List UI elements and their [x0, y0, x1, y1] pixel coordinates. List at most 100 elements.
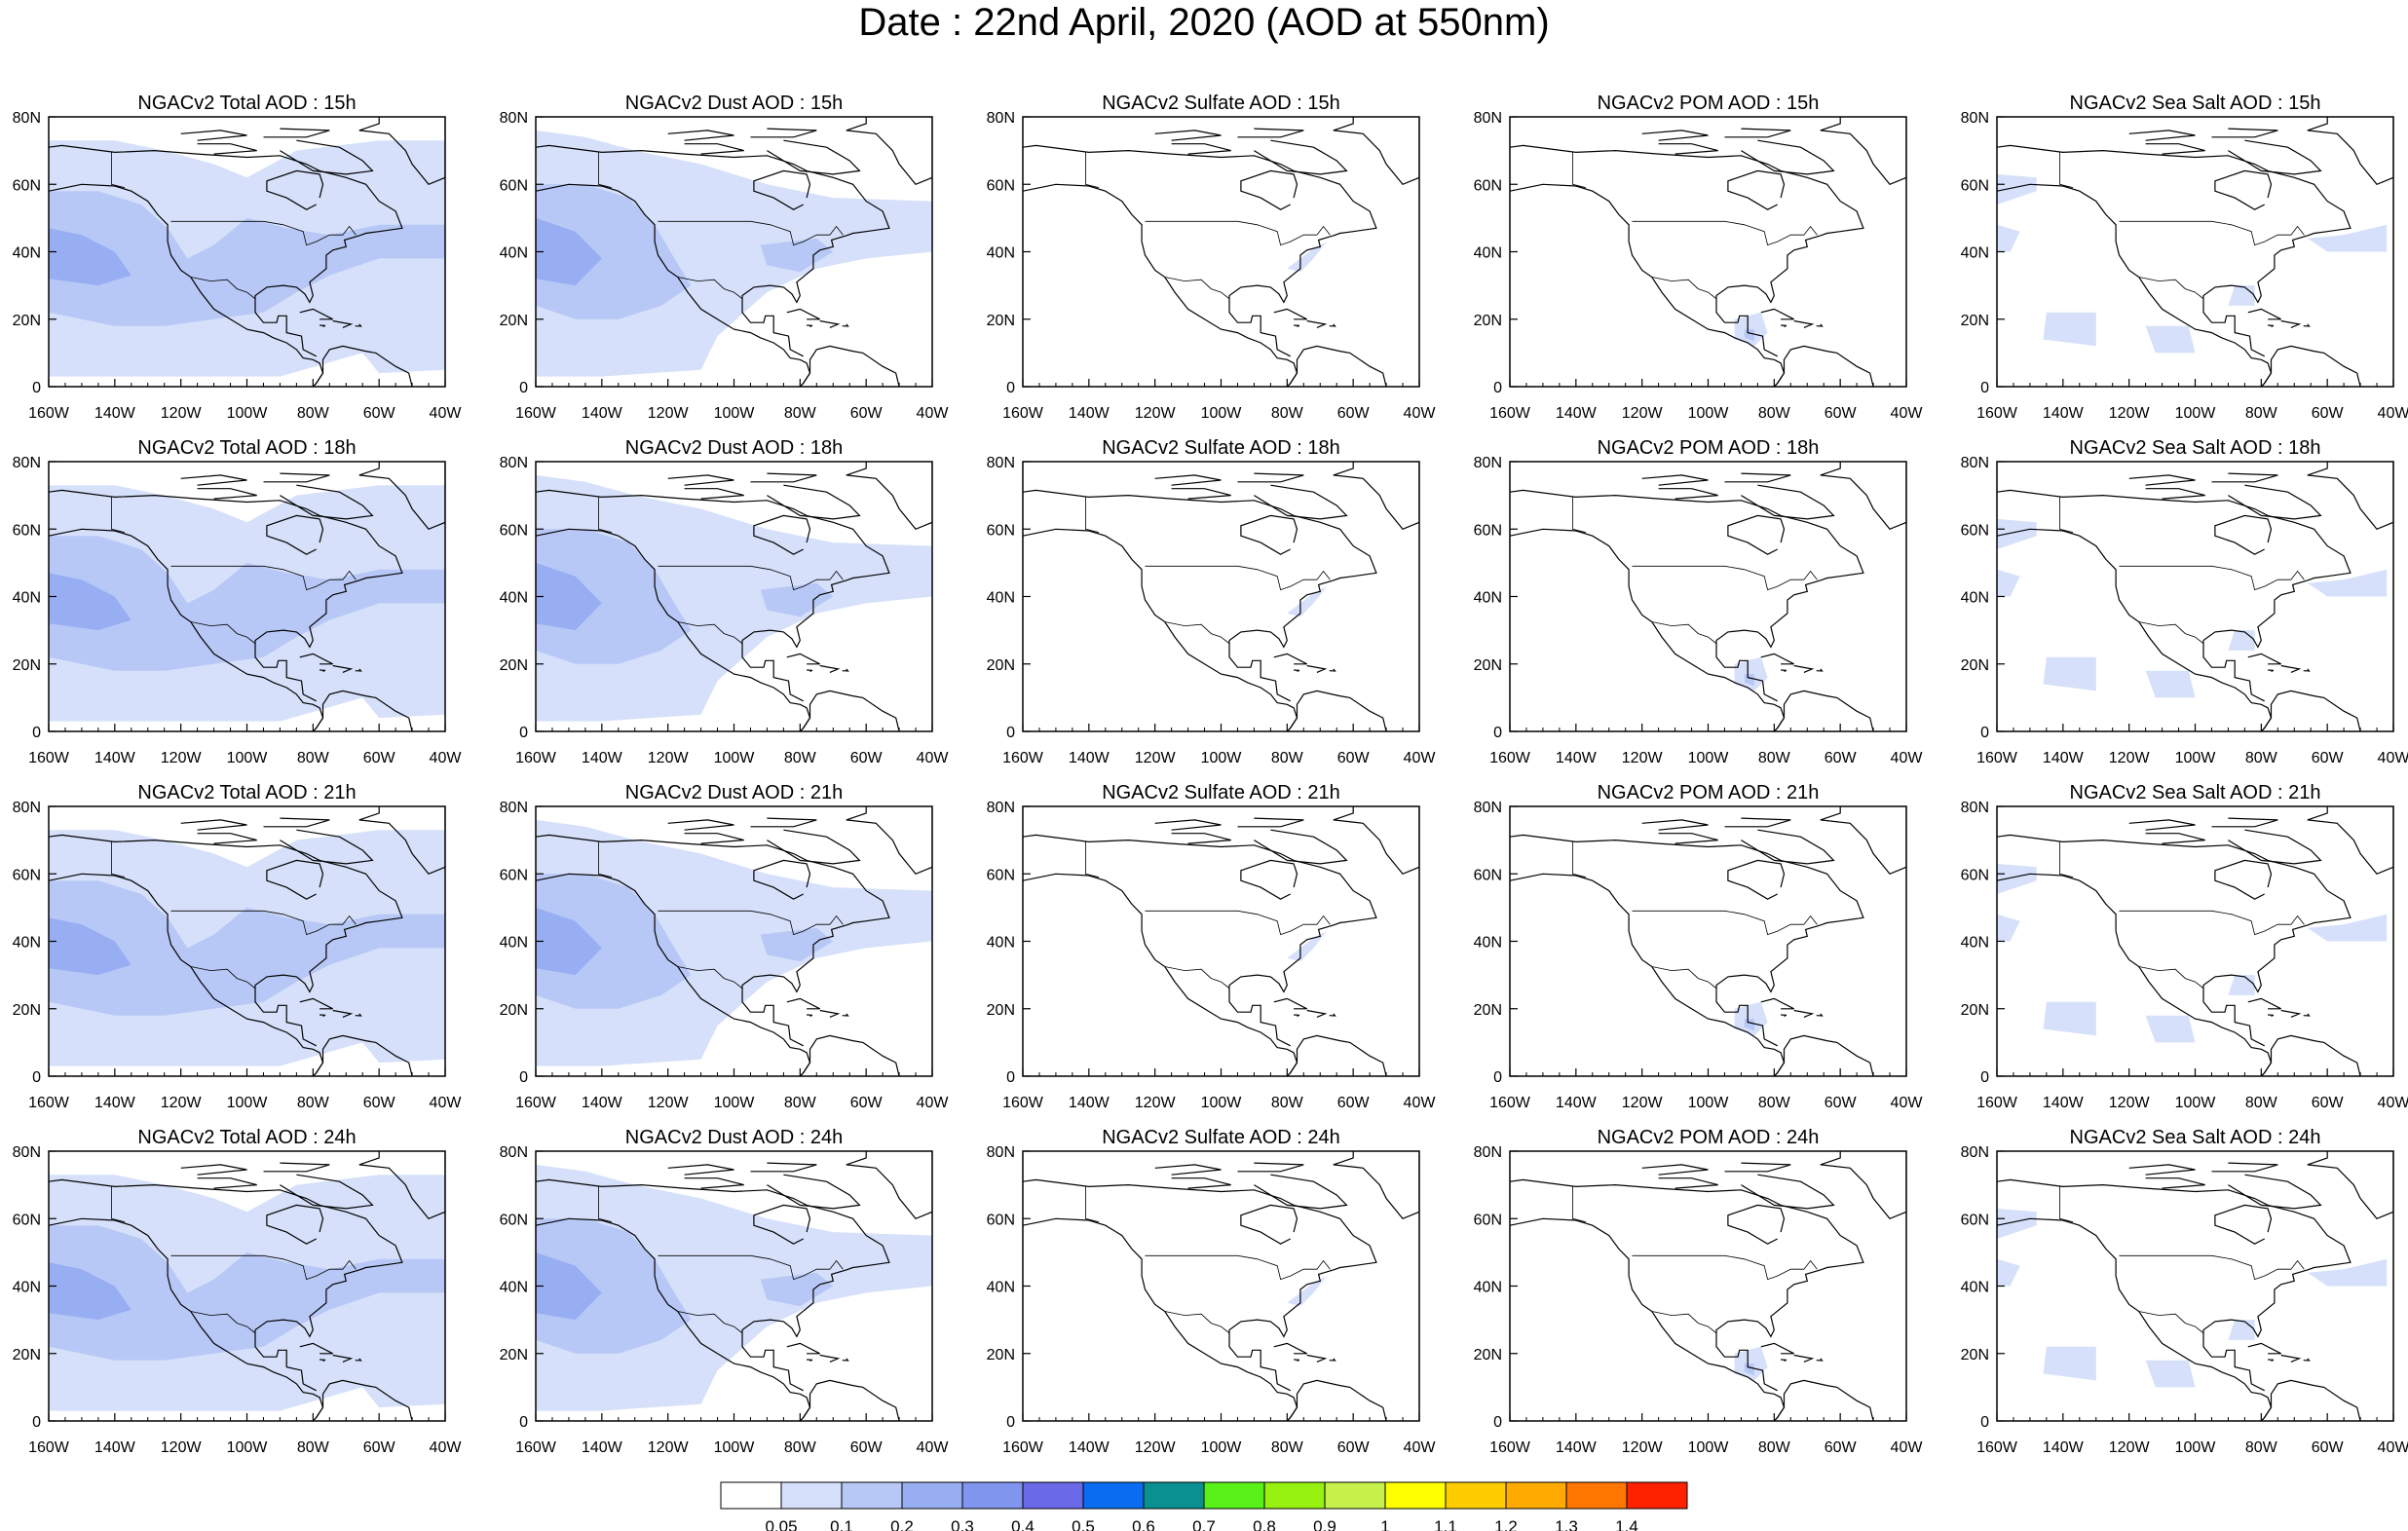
y-tick-label: 60N: [987, 522, 1015, 539]
coastline: [684, 488, 744, 500]
aod-shading-total: [49, 536, 445, 671]
y-tick-label: 20N: [987, 1002, 1015, 1019]
y-tick-label: 80N: [987, 455, 1015, 471]
coastline: [180, 1164, 247, 1176]
coastline: [2211, 472, 2278, 483]
coastline: [1154, 474, 1222, 486]
coastline: [1273, 308, 1307, 320]
coastline: [355, 323, 362, 327]
y-tick-label: 80N: [1961, 1144, 1989, 1161]
political-border: [2119, 220, 2305, 246]
x-tick-label: 100W: [714, 1439, 756, 1456]
coastline: [786, 308, 820, 320]
x-tick-label: 60W: [1825, 405, 1858, 422]
coastline: [2280, 319, 2302, 328]
x-tick-label: 160W: [28, 1095, 70, 1111]
political-border: [1085, 152, 1100, 189]
y-tick-label: 40N: [1961, 245, 1989, 262]
y-tick-label: 60N: [500, 1212, 528, 1228]
y-tick-label: 0: [1493, 380, 1502, 396]
x-tick-label: 100W: [1688, 405, 1730, 422]
coastline: [799, 690, 900, 731]
y-tick-label: 80N: [13, 800, 41, 816]
aod-shading-total: [49, 573, 132, 631]
coastline: [2228, 484, 2322, 520]
coastline: [1781, 1014, 1787, 1017]
map-panel-pom-0: NGACv2 POM AOD : 15h 160W 140W 120W 100W 80W 6…: [1474, 93, 1924, 422]
coastline: [180, 130, 247, 141]
x-tick-label: 160W: [515, 750, 557, 766]
coastline: [1333, 1151, 1419, 1220]
map-panel-seasalt-1: NGACv2 Sea Salt AOD : 18h 160W 140W 120W 100…: [1961, 437, 2408, 766]
coastline: [280, 139, 374, 175]
aod-shading-dust: [536, 130, 932, 377]
coastline: [667, 130, 734, 141]
political-border: [2138, 277, 2204, 300]
aod-shading-total: [49, 1262, 132, 1321]
coastline: [1724, 817, 1791, 828]
x-tick-label: 40W: [1891, 750, 1924, 766]
coastline: [2228, 1174, 2322, 1210]
y-tick-label: 80N: [1961, 800, 1989, 816]
coastline: [2211, 1162, 2278, 1173]
x-tick-label: 60W: [1825, 1439, 1858, 1456]
y-tick-label: 40N: [1961, 1280, 1989, 1296]
x-tick-label: 120W: [161, 1095, 203, 1111]
aod-shading-seasalt: [1997, 518, 2037, 549]
political-border: [1145, 1254, 1331, 1281]
map-panel-sulfate-3: NGACv2 Sulfate AOD : 24h 160W 140W 120W 100W…: [987, 1127, 1437, 1456]
coastline: [266, 514, 324, 555]
coastline: [1760, 997, 1794, 1010]
x-tick-label: 60W: [850, 405, 884, 422]
coastline: [667, 474, 734, 486]
colorbar-label: 0.05: [765, 1517, 797, 1531]
coastline: [753, 169, 811, 210]
coastline: [1023, 1217, 1298, 1421]
political-border: [2138, 966, 2204, 990]
coastline: [807, 324, 813, 327]
x-tick-label: 140W: [582, 750, 623, 766]
coastline: [1023, 489, 1377, 702]
coastline: [49, 1217, 324, 1421]
y-tick-label: 40N: [987, 1280, 1015, 1296]
coastline: [1286, 1379, 1387, 1421]
coastline: [320, 669, 326, 672]
y-tick-label: 0: [1980, 1414, 1989, 1431]
coastline: [2214, 514, 2273, 555]
y-tick-label: 60N: [1961, 522, 1989, 539]
x-tick-label: 40W: [2378, 405, 2408, 422]
coastline: [750, 817, 817, 828]
coastline: [299, 1342, 333, 1355]
coastline: [1254, 139, 1348, 175]
x-tick-label: 80W: [2245, 750, 2278, 766]
coastline: [1510, 489, 1864, 702]
x-tick-label: 120W: [648, 1095, 690, 1111]
y-tick-label: 0: [1006, 1414, 1015, 1431]
coastline: [358, 806, 445, 876]
panel-title: NGACv2 Sea Salt AOD : 15h: [2070, 93, 2321, 114]
figure-title: Date : 22nd April, 2020 (AOD at 550nm): [858, 1, 1550, 44]
y-tick-label: 40N: [500, 935, 528, 952]
coastline: [536, 1178, 890, 1392]
coastline: [1997, 489, 2352, 702]
aod-shading-dust: [536, 529, 692, 664]
coastline: [1023, 183, 1298, 387]
y-tick-label: 40N: [13, 935, 41, 952]
coastline: [1306, 319, 1328, 328]
x-tick-label: 120W: [1135, 1439, 1177, 1456]
political-border: [1632, 910, 1818, 936]
x-tick-label: 140W: [94, 750, 136, 766]
coastline: [1724, 128, 1791, 138]
y-tick-label: 0: [1980, 1069, 1989, 1086]
political-border: [1164, 1311, 1230, 1334]
x-tick-label: 40W: [2378, 1095, 2408, 1111]
x-tick-label: 60W: [1825, 750, 1858, 766]
colorbar-swatch: [841, 1481, 903, 1510]
y-tick-label: 40N: [1474, 1280, 1502, 1296]
coastline: [684, 833, 744, 844]
x-tick-label: 60W: [1825, 1095, 1858, 1111]
political-border: [190, 1311, 256, 1334]
coastline: [2268, 1014, 2275, 1017]
coastline: [1510, 528, 1786, 731]
aod-shading-dust: [536, 184, 692, 319]
